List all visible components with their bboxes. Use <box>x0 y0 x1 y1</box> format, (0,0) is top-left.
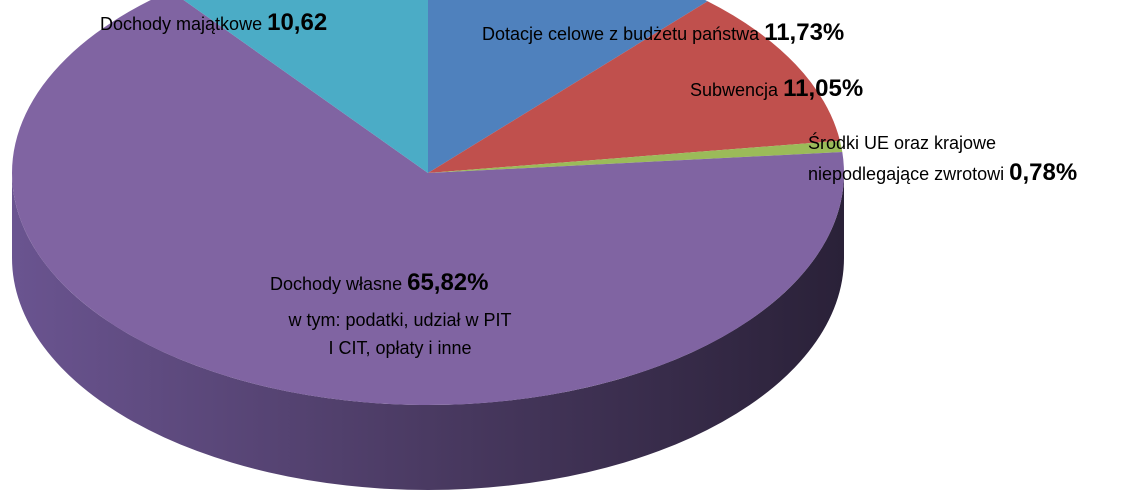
value-label: 11,05% <box>783 75 864 102</box>
category-name: Dochody własne <box>270 274 403 294</box>
value-label: 65,82% <box>407 269 489 296</box>
slice-label: Środki UE oraz krajowe niepodlegające zw… <box>808 128 1113 189</box>
annotation: w tym: podatki, udział w PIT I CIT, opła… <box>288 310 512 358</box>
slice <box>12 0 844 406</box>
slice <box>428 0 708 173</box>
slice-label: Subwencja 11,05% <box>690 74 863 105</box>
category-name: Środki UE oraz krajowe niepodlegające zw… <box>808 133 1005 184</box>
category-name: Dotacje celowe z budżetu państwa <box>482 24 760 44</box>
slice-side <box>12 173 844 490</box>
slice-label: Dochody majątkowe 10,62 <box>100 8 327 39</box>
category-name: Subwencja <box>690 80 779 100</box>
value-label: 11,73% <box>764 19 845 46</box>
value-label: 10,62 <box>267 9 328 36</box>
slice <box>428 140 843 173</box>
category-name: Dochody majątkowe <box>100 14 263 34</box>
value-label: 0,78% <box>1009 159 1078 186</box>
slice <box>183 0 428 173</box>
slice <box>428 1 840 173</box>
slice-label: Dochody własne 65,82% <box>270 268 489 299</box>
slice-label: Dotacje celowe z budżetu państwa 11,73% <box>482 18 844 49</box>
